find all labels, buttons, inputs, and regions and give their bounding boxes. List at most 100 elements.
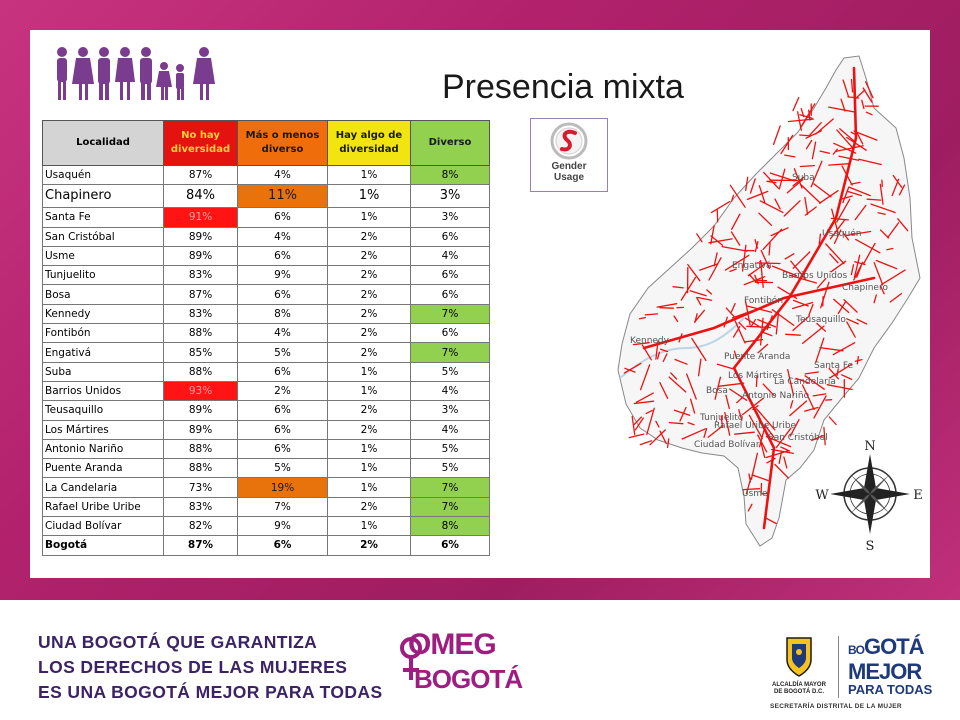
row-diverso: 4% <box>410 419 490 440</box>
street-segment <box>853 261 864 281</box>
street-segment <box>761 492 769 495</box>
map-label: San Cristóbal <box>768 432 828 443</box>
street-segment <box>747 503 753 512</box>
street-segment <box>873 262 884 286</box>
map-label: Kennedy <box>630 336 670 346</box>
gender-usage-logo-icon <box>550 122 588 160</box>
alcaldia-logo: ALCALDÍA MAYOR DE BOGOTÁ D.C. <box>768 632 830 706</box>
street-segment <box>745 176 749 192</box>
table-row: Los Mártires 89% 6% 2% 4% <box>42 419 490 440</box>
street-segment <box>714 376 722 400</box>
row-no-diversidad: 83% <box>163 496 238 518</box>
street-segment <box>696 296 702 306</box>
map-label: Usme <box>742 489 768 499</box>
main-road <box>642 276 876 350</box>
row-diverso: 7% <box>410 303 490 325</box>
row-localidad: Santa Fe <box>42 207 164 228</box>
row-diverso: 3% <box>410 184 490 209</box>
compass-rose-icon: N S E W <box>815 439 922 554</box>
street-segment <box>784 154 796 158</box>
street-segment <box>623 362 642 374</box>
map-label: Antonio Nariño <box>742 391 810 401</box>
street-segment <box>757 343 769 354</box>
footer-line-2: LOS DERECHOS DE LAS MUJERES <box>38 657 348 677</box>
street-segment <box>760 441 766 459</box>
street-segment <box>873 294 877 304</box>
street-segment <box>833 298 850 314</box>
table-row: Usaquén 87% 4% 1% 8% <box>42 164 490 186</box>
map-label: Usaquén <box>822 228 861 239</box>
badge-line-2: Usage <box>553 172 584 183</box>
page-title: Presencia mixta <box>442 68 684 106</box>
street-segment <box>805 139 813 150</box>
row-mas-o-menos: 5% <box>237 342 328 363</box>
street-segment <box>631 415 636 436</box>
street-segment <box>656 351 661 360</box>
street-segment <box>839 128 856 143</box>
bmpt-line-2: MEJOR <box>848 659 922 684</box>
street-segment <box>846 318 859 325</box>
street-segment <box>799 164 815 168</box>
street-segment <box>729 184 746 208</box>
street-segment <box>662 353 668 363</box>
street-segment <box>856 318 868 325</box>
street-segment <box>799 134 812 137</box>
table-row: Usme 89% 6% 2% 4% <box>42 245 490 267</box>
street-segment <box>792 315 811 332</box>
row-algo: 2% <box>327 265 411 286</box>
row-localidad: Suba <box>42 361 164 382</box>
street-segment <box>792 251 811 269</box>
street-segment <box>765 425 775 438</box>
row-mas-o-menos: 6% <box>237 361 328 382</box>
row-diverso: 5% <box>410 458 490 479</box>
street-segment <box>672 286 684 289</box>
row-mas-o-menos: 4% <box>237 164 328 186</box>
street-segment <box>754 239 759 249</box>
row-algo: 2% <box>327 400 411 421</box>
street-segment <box>801 325 825 345</box>
street-segment <box>706 289 713 295</box>
street-segment <box>865 81 874 99</box>
table-row: Engativá 85% 5% 2% 7% <box>42 342 490 363</box>
map-label: Bosa <box>706 386 728 396</box>
coat-of-arms-icon <box>786 637 812 677</box>
street-segment <box>758 212 773 226</box>
street-segment <box>656 303 678 308</box>
street-segment <box>880 269 906 286</box>
row-localidad: Rafael Uribe Uribe <box>42 496 164 518</box>
row-mas-o-menos: 4% <box>237 226 328 247</box>
map-label: Teusaquillo <box>795 315 846 325</box>
row-mas-o-menos: 4% <box>237 323 328 344</box>
row-mas-o-menos: 9% <box>237 265 328 286</box>
map-label: Ciudad Bolívar <box>694 440 760 450</box>
street-segment <box>780 134 794 155</box>
street-segment <box>783 200 801 217</box>
row-mas-o-menos: 6% <box>237 284 328 305</box>
row-no-diversidad: 85% <box>163 342 238 363</box>
street-segment <box>842 79 850 98</box>
street-segment <box>853 254 861 279</box>
street-segment <box>836 198 851 223</box>
street-segment <box>736 396 744 404</box>
street-segment <box>748 414 763 440</box>
omeg-line-1: OMEG <box>408 628 497 661</box>
row-no-diversidad: 83% <box>163 303 238 325</box>
street-segment <box>634 417 644 431</box>
row-diverso: 6% <box>410 226 490 247</box>
street-segment <box>826 384 853 391</box>
header-algo-diversidad: Hay algo de diversidad <box>327 120 411 166</box>
street-segment <box>771 265 798 277</box>
footer-line-1: UNA BOGOTÁ QUE GARANTIZA <box>38 632 318 652</box>
row-no-diversidad: 87% <box>163 535 238 556</box>
row-algo: 1% <box>327 458 411 479</box>
bmpt-prefix: BO <box>848 643 865 657</box>
street-segment <box>645 409 653 415</box>
row-localidad: Teusaquillo <box>42 400 164 421</box>
map-label: Barrios Unidos <box>782 271 847 281</box>
row-diverso: 7% <box>410 477 490 498</box>
street-segment <box>879 229 890 239</box>
street-segment <box>819 150 831 154</box>
street-segment <box>774 198 781 210</box>
row-mas-o-menos: 6% <box>237 400 328 421</box>
table-row-total: Bogotá 87% 6% 2% 6% <box>42 535 490 556</box>
